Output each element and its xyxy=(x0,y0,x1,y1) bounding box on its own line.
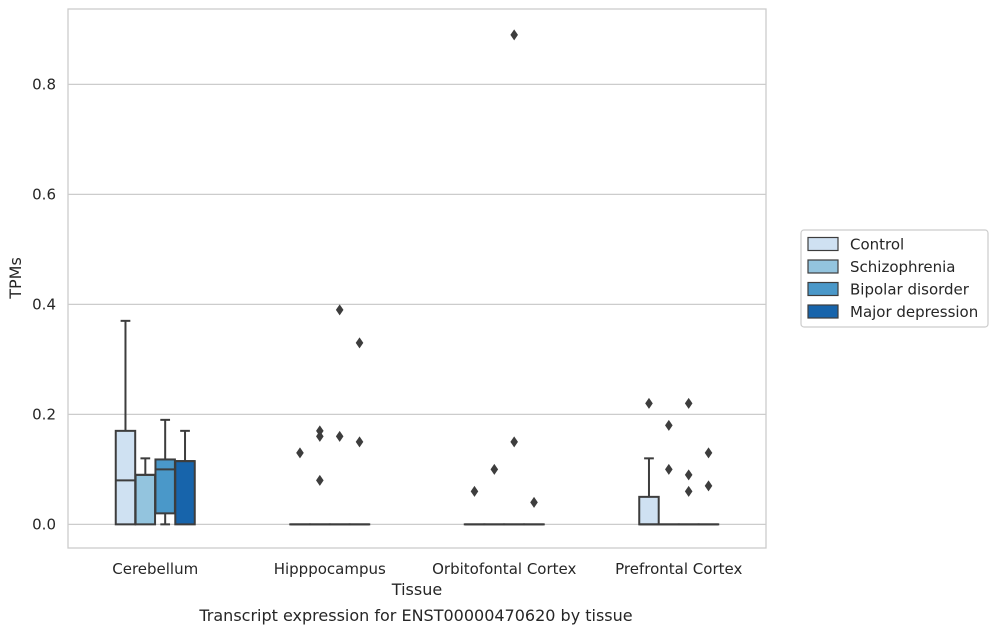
y-axis-ticks: 0.0 0.2 0.4 0.6 0.8 xyxy=(32,75,56,533)
box-control xyxy=(114,319,137,526)
box-schizophrenia xyxy=(134,457,157,526)
legend-swatch xyxy=(807,304,839,319)
outlier-point xyxy=(355,436,364,448)
x-tick-label: Hipppocampus xyxy=(274,560,386,578)
box-control xyxy=(638,457,660,526)
outlier-point xyxy=(665,419,673,431)
legend-swatch xyxy=(807,281,839,297)
box-body xyxy=(134,473,157,526)
x-tick-label: Orbitofontal Cortex xyxy=(432,560,576,578)
outlier-point xyxy=(335,304,344,316)
outlier-point xyxy=(510,29,518,41)
outlier-point xyxy=(704,447,713,459)
box-major-depression xyxy=(174,429,196,526)
outlier-point xyxy=(684,469,693,481)
gridlines xyxy=(68,83,766,525)
y-tick-label: 0.2 xyxy=(32,405,56,423)
legend-swatch xyxy=(807,259,839,274)
box-body xyxy=(114,429,137,526)
outlier-point xyxy=(530,496,538,508)
y-tick-label: 0.0 xyxy=(32,515,56,533)
outlier-point xyxy=(316,474,324,486)
legend-label: Bipolar disorder xyxy=(850,281,970,299)
y-tick-label: 0.6 xyxy=(32,185,56,203)
outlier-point xyxy=(704,480,713,492)
box-body xyxy=(174,460,196,526)
outlier-point xyxy=(316,430,324,442)
legend-label: Schizophrenia xyxy=(850,258,955,276)
outlier-point xyxy=(355,337,364,349)
outlier-point xyxy=(645,397,653,409)
y-tick-label: 0.4 xyxy=(32,295,56,313)
chart-caption: Transcript expression for ENST0000047062… xyxy=(199,606,633,625)
outlier-point xyxy=(470,485,479,497)
y-tick-label: 0.8 xyxy=(32,75,56,93)
outlier-point xyxy=(296,447,304,459)
outlier-point xyxy=(335,430,344,442)
plot-frame xyxy=(67,8,767,549)
legend-swatch xyxy=(807,236,839,252)
x-tick-label: Cerebellum xyxy=(112,560,198,578)
box-body xyxy=(638,495,660,526)
outlier-point xyxy=(665,463,673,475)
outliers xyxy=(296,29,713,508)
outlier-point xyxy=(510,436,518,448)
legend-frame xyxy=(800,229,989,328)
y-axis-label: TPMs xyxy=(6,257,25,300)
outlier-point xyxy=(490,463,499,475)
box-bipolar-disorder xyxy=(154,418,176,526)
x-axis-ticks: Cerebellum Hipppocampus Orbitofontal Corte… xyxy=(112,560,742,578)
outlier-point xyxy=(684,485,693,497)
legend: Control Schizophrenia Bipolar disorder Majo… xyxy=(800,229,989,328)
legend-label: Control xyxy=(850,236,904,254)
x-axis-label: Tissue xyxy=(391,580,442,599)
legend-label: Major depression xyxy=(850,303,978,321)
outlier-point xyxy=(684,397,693,409)
boxes xyxy=(114,319,720,526)
box-body xyxy=(154,458,176,515)
x-tick-label: Prefrontal Cortex xyxy=(615,560,742,578)
